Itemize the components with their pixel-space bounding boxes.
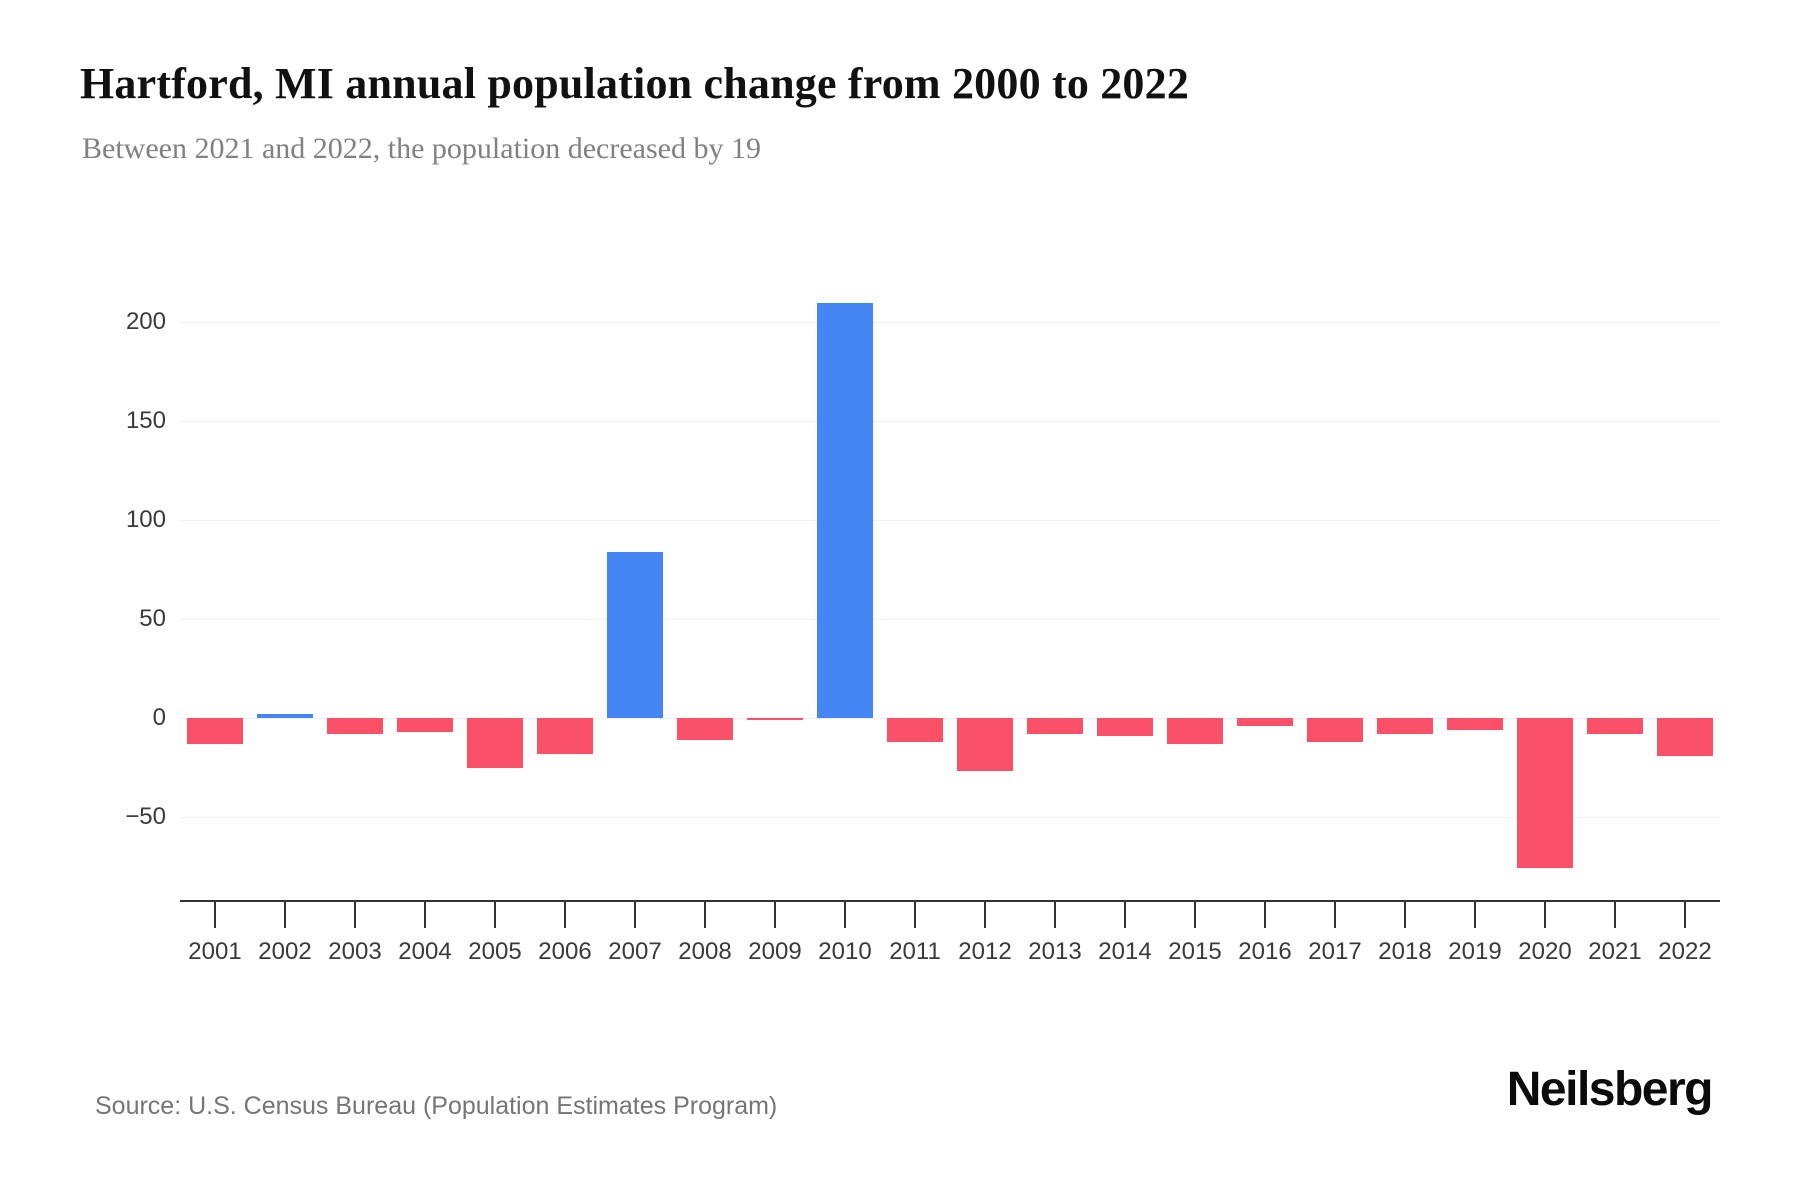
- x-axis-label-2014: 2014: [1098, 938, 1152, 965]
- gridline-0: [180, 718, 1720, 719]
- x-axis-label-2020: 2020: [1518, 938, 1572, 965]
- x-axis-label-2015: 2015: [1168, 938, 1222, 965]
- x-tick-2010: [844, 902, 846, 928]
- x-tick-2007: [634, 902, 636, 928]
- bar-2017[interactable]: [1307, 718, 1363, 742]
- x-axis-label-2002: 2002: [258, 938, 312, 965]
- x-tick-2002: [284, 902, 286, 928]
- x-axis-label-2022: 2022: [1658, 938, 1712, 965]
- bar-2011[interactable]: [887, 718, 943, 742]
- x-tick-2013: [1054, 902, 1056, 928]
- x-axis-label-2005: 2005: [468, 938, 522, 965]
- x-tick-2008: [704, 902, 706, 928]
- bar-2020[interactable]: [1517, 718, 1573, 869]
- y-axis-labels: 200 150 100 50 0 −50: [0, 255, 166, 900]
- x-tick-2020: [1544, 902, 1546, 928]
- bar-2009[interactable]: [747, 718, 803, 720]
- x-tick-2009: [774, 902, 776, 928]
- bar-2003[interactable]: [327, 718, 383, 734]
- x-tick-2017: [1334, 902, 1336, 928]
- x-axis-label-2016: 2016: [1238, 938, 1292, 965]
- x-tick-2021: [1614, 902, 1616, 928]
- x-tick-2018: [1404, 902, 1406, 928]
- x-axis: 2001 2002 2003 2004 2005 2006 2007 2008 2009 2010…: [180, 900, 1720, 980]
- x-tick-2019: [1474, 902, 1476, 928]
- bar-2016[interactable]: [1237, 718, 1293, 726]
- x-axis-label-2019: 2019: [1448, 938, 1502, 965]
- bar-2005[interactable]: [467, 718, 523, 768]
- gridline-200: [180, 322, 1720, 324]
- x-axis-label-2001: 2001: [188, 938, 242, 965]
- bar-2007[interactable]: [607, 551, 663, 718]
- bar-2013[interactable]: [1027, 718, 1083, 734]
- bar-2019[interactable]: [1447, 718, 1503, 730]
- x-axis-label-2010: 2010: [818, 938, 872, 965]
- y-tick-label-100: 100: [125, 506, 166, 534]
- x-axis-label-2004: 2004: [398, 938, 452, 965]
- bar-2006[interactable]: [537, 718, 593, 754]
- bar-2001[interactable]: [187, 718, 243, 744]
- y-tick-label-50: 50: [139, 605, 166, 632]
- x-axis-label-2012: 2012: [958, 938, 1012, 965]
- y-tick-label--50: −50: [125, 802, 166, 830]
- x-tick-2016: [1264, 902, 1266, 928]
- bar-2008[interactable]: [677, 718, 733, 740]
- gridline--50: [180, 816, 1720, 818]
- x-tick-2014: [1124, 902, 1126, 928]
- x-tick-2001: [214, 902, 216, 928]
- bar-2015[interactable]: [1167, 718, 1223, 744]
- x-axis-label-2017: 2017: [1308, 938, 1362, 965]
- bar-2014[interactable]: [1097, 718, 1153, 736]
- x-axis-label-2013: 2013: [1028, 938, 1082, 965]
- chart-title: Hartford, MI annual population change fr…: [80, 59, 1190, 108]
- x-axis-label-2009: 2009: [748, 938, 802, 965]
- bar-2018[interactable]: [1377, 718, 1433, 734]
- x-axis-label-2003: 2003: [328, 938, 382, 965]
- x-axis-label-2008: 2008: [678, 938, 732, 965]
- x-axis-label-2018: 2018: [1378, 938, 1432, 965]
- source-text: Source: U.S. Census Bureau (Population E…: [95, 1092, 778, 1120]
- x-tick-2003: [354, 902, 356, 928]
- x-axis-label-2011: 2011: [889, 938, 941, 965]
- x-tick-2015: [1194, 902, 1196, 928]
- gridline-100: [180, 520, 1720, 522]
- gridline-50: [180, 619, 1720, 620]
- bar-chart-plot-area: [180, 255, 1720, 900]
- x-tick-2011: [914, 902, 916, 928]
- y-tick-label-150: 150: [125, 407, 166, 435]
- bar-2010[interactable]: [817, 302, 873, 718]
- x-tick-2022: [1684, 902, 1686, 928]
- x-axis-label-2021: 2021: [1588, 938, 1642, 965]
- x-tick-2005: [494, 902, 496, 928]
- x-tick-2006: [564, 902, 566, 928]
- bar-2004[interactable]: [397, 718, 453, 732]
- y-tick-label-200: 200: [125, 308, 166, 336]
- x-tick-2004: [424, 902, 426, 928]
- neilsberg-logo: Neilsberg: [1506, 1063, 1714, 1116]
- bar-2002[interactable]: [257, 714, 313, 718]
- bar-2022[interactable]: [1657, 718, 1713, 756]
- chart-subtitle: Between 2021 and 2022, the population de…: [82, 132, 761, 165]
- bar-2012[interactable]: [957, 718, 1013, 772]
- bar-2021[interactable]: [1587, 718, 1643, 734]
- x-tick-2012: [984, 902, 986, 928]
- x-axis-label-2006: 2006: [538, 938, 592, 965]
- x-axis-label-2007: 2007: [608, 938, 662, 965]
- y-tick-label-0: 0: [152, 704, 166, 731]
- gridline-150: [180, 421, 1720, 423]
